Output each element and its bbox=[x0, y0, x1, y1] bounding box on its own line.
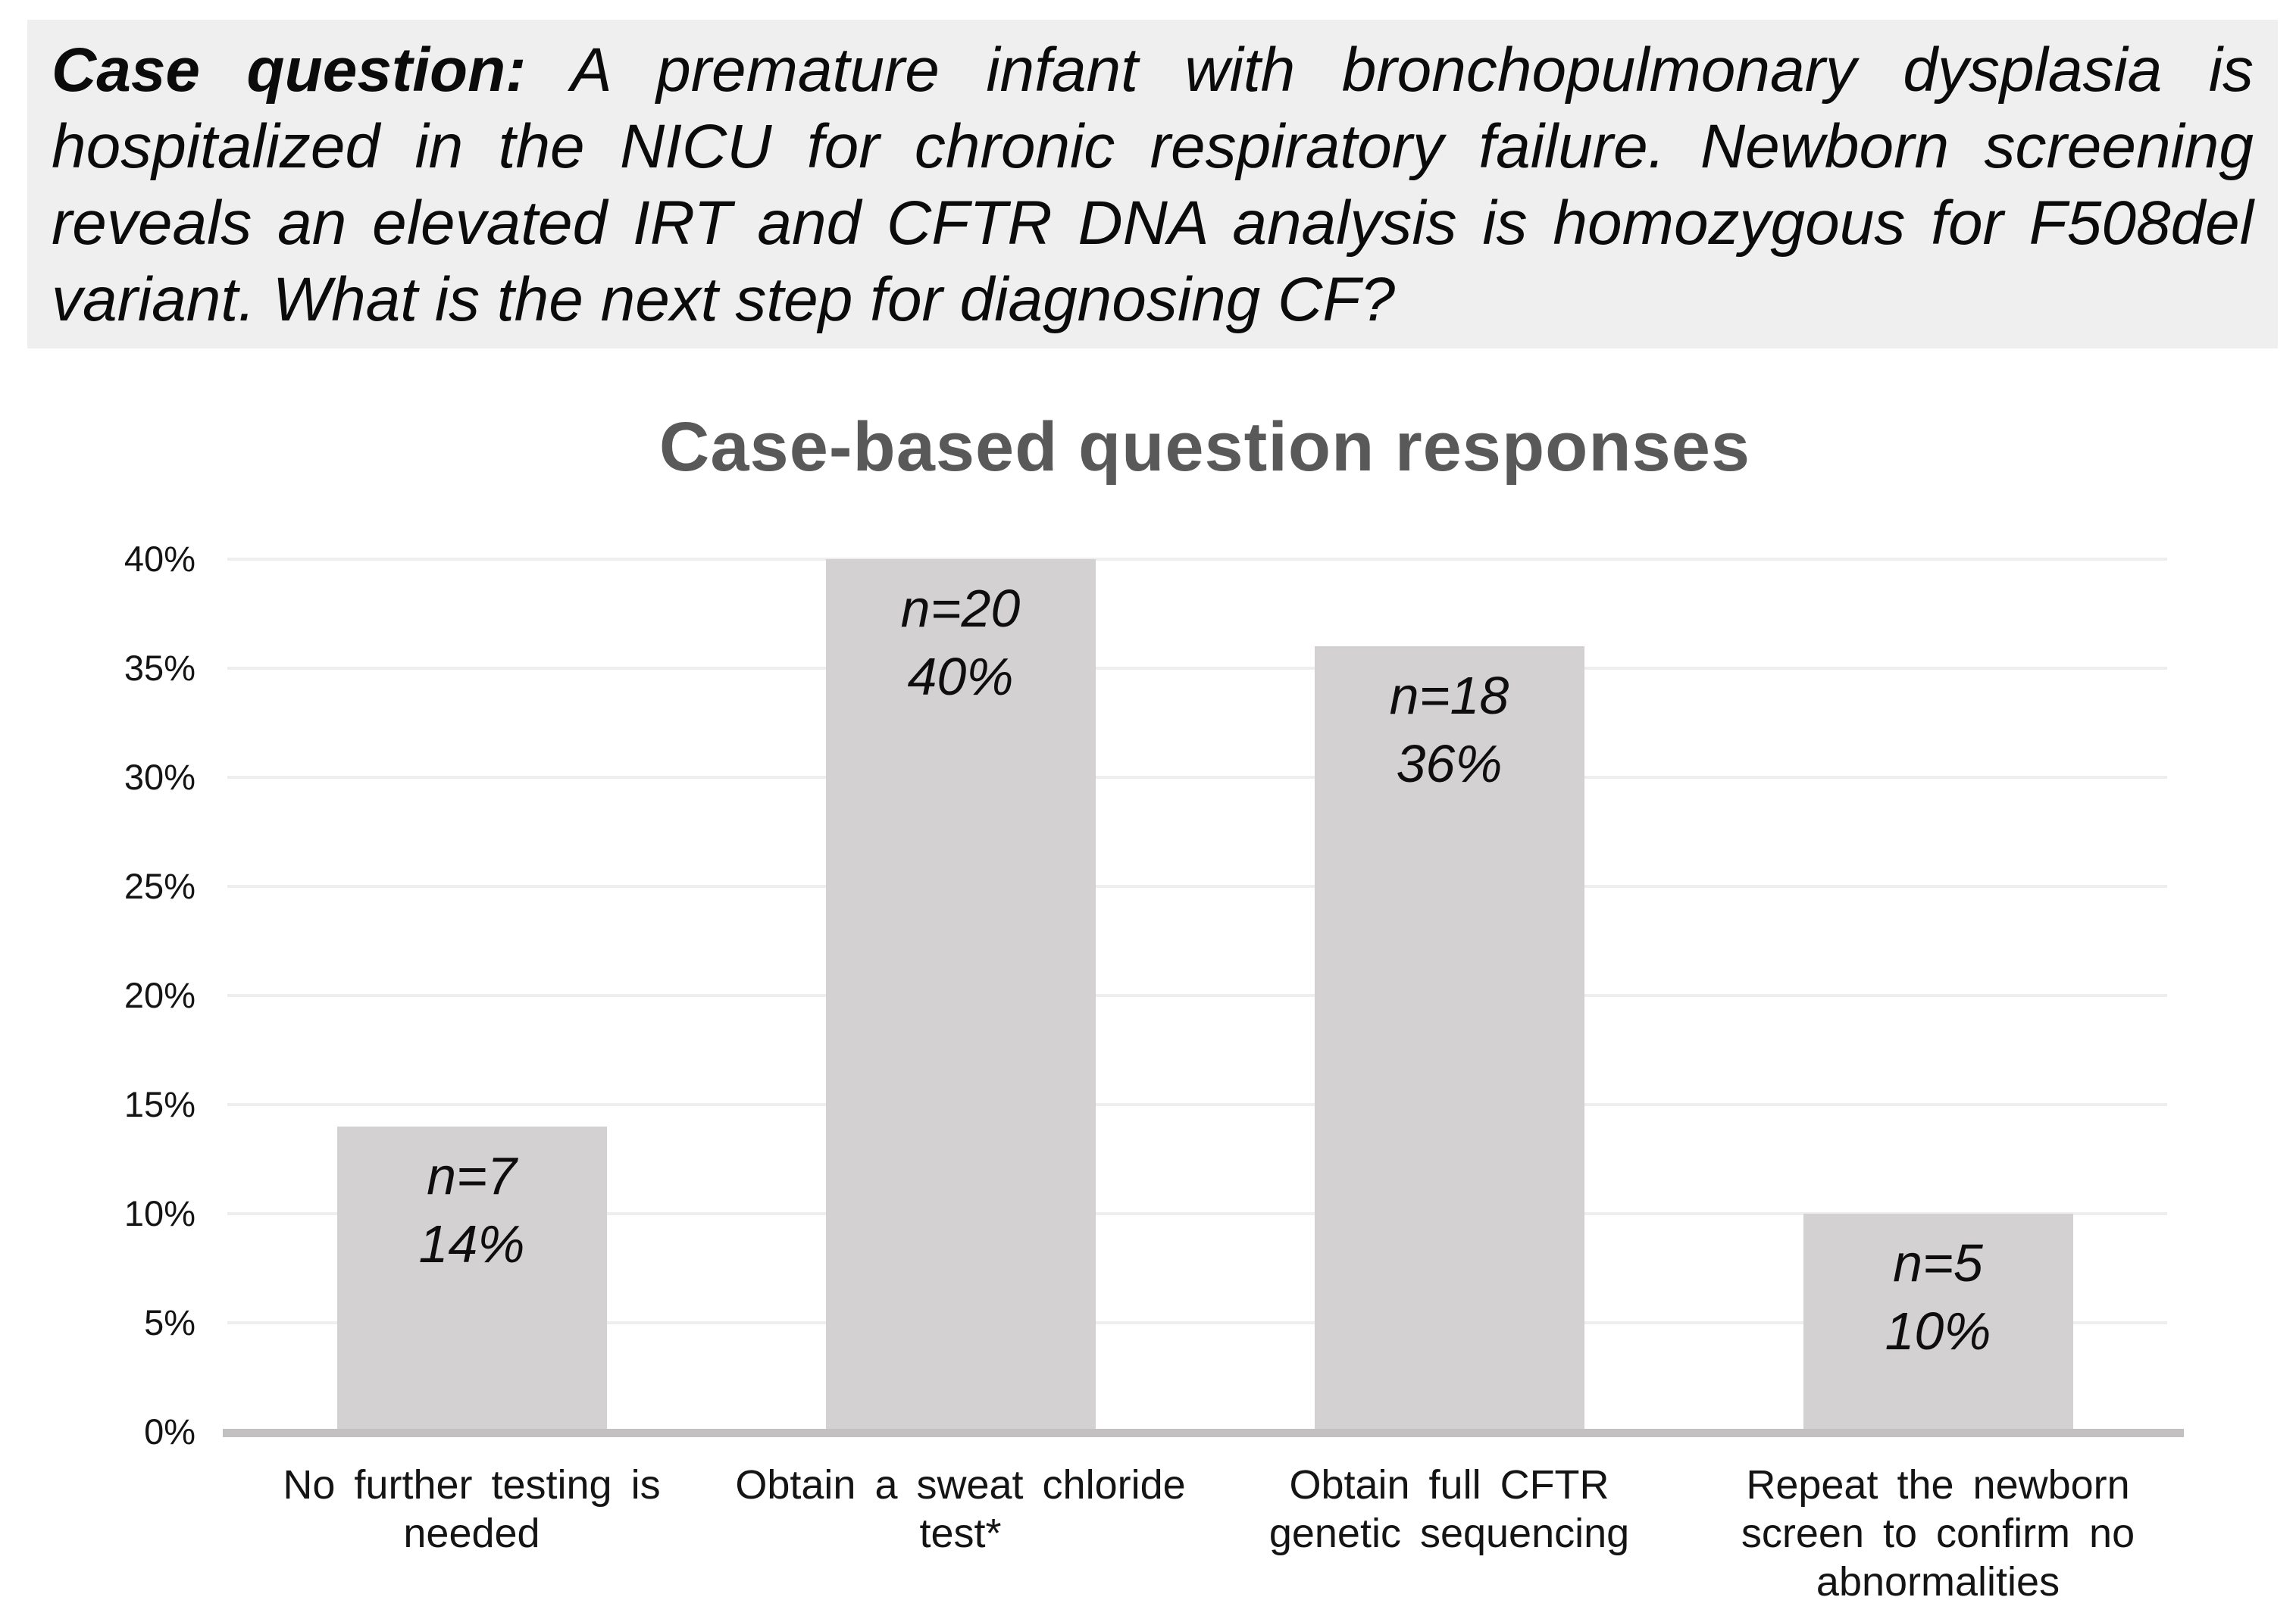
y-tick-40: 40% bbox=[124, 539, 196, 579]
bar-3 bbox=[1314, 646, 1584, 1432]
bar-1 bbox=[336, 1126, 607, 1432]
x-category-line: No further testing is bbox=[283, 1462, 661, 1508]
gridline-35 bbox=[227, 667, 2167, 670]
x-category-label-1: No further testing is needed bbox=[222, 1461, 722, 1558]
x-category-line: genetic sequencing bbox=[1268, 1511, 1630, 1556]
gridline-15 bbox=[227, 1103, 2167, 1106]
gridline-30 bbox=[227, 776, 2167, 779]
case-question-text: Case question: A premature infant with b… bbox=[27, 20, 2278, 348]
case-question-prefix: Case question: bbox=[52, 36, 527, 105]
y-tick-25: 25% bbox=[124, 866, 196, 906]
plot-area: 0% 5% 10% 15% 20% 25% 30% 35% 40% n=7 14% n=20 40% n=… bbox=[124, 539, 2184, 1452]
y-tick-30: 30% bbox=[124, 757, 196, 797]
gridline-10 bbox=[227, 1212, 2167, 1215]
bar-4 bbox=[1803, 1214, 2073, 1432]
bar-2 bbox=[825, 559, 1096, 1432]
chart-title: Case-based question responses bbox=[658, 408, 1751, 486]
x-category-label-2: Obtain a sweat chloride test* bbox=[711, 1461, 1211, 1558]
x-category-line: test* bbox=[919, 1511, 1002, 1556]
x-category-line: Obtain a sweat chloride bbox=[735, 1462, 1186, 1508]
gridline-25 bbox=[227, 885, 2167, 888]
x-axis-baseline bbox=[223, 1429, 2184, 1437]
y-tick-10: 10% bbox=[124, 1193, 196, 1233]
y-tick-0: 0% bbox=[144, 1411, 196, 1452]
x-category-line: screen to confirm no bbox=[1741, 1511, 2135, 1556]
y-tick-15: 15% bbox=[124, 1084, 196, 1124]
bar-value-line: n=7 bbox=[427, 1145, 517, 1205]
x-category-label-4: Repeat the newborn screen to confirm no ab… bbox=[1688, 1461, 2188, 1606]
y-tick-5: 5% bbox=[144, 1302, 196, 1342]
bar-value-line: n=18 bbox=[1389, 666, 1509, 726]
y-tick-35: 35% bbox=[124, 648, 196, 688]
x-category-line: Repeat the newborn bbox=[1746, 1462, 2130, 1508]
gridline-40 bbox=[227, 558, 2167, 561]
bar-value-line: 10% bbox=[1885, 1302, 1991, 1361]
y-tick-20: 20% bbox=[124, 975, 196, 1015]
x-category-line: abnormalities bbox=[1816, 1559, 2060, 1605]
x-category-line: Obtain full CFTR bbox=[1289, 1462, 1609, 1508]
gridline-5 bbox=[227, 1321, 2167, 1324]
bar-value-line: 14% bbox=[418, 1214, 525, 1274]
gridline-20 bbox=[227, 994, 2167, 997]
x-category-label-3: Obtain full CFTR genetic sequencing bbox=[1200, 1461, 1700, 1558]
bar-value-line: n=5 bbox=[1893, 1233, 1983, 1292]
bar-value-line: 36% bbox=[1396, 734, 1503, 794]
bar-value-line: n=20 bbox=[900, 579, 1021, 638]
case-question-body: A premature infant with bronchopulmonary… bbox=[52, 36, 2254, 334]
x-category-line: needed bbox=[403, 1511, 540, 1556]
bar-value-label-4: n=5 10% bbox=[1803, 1229, 2073, 1365]
bar-value-line: 40% bbox=[907, 647, 1014, 706]
bar-value-label-1: n=7 14% bbox=[337, 1142, 607, 1278]
bar-value-label-2: n=20 40% bbox=[826, 574, 1096, 711]
x-axis-labels: No further testing is needed Obtain a swea… bbox=[227, 1461, 2182, 1612]
bar-value-label-3: n=18 36% bbox=[1315, 661, 1584, 798]
